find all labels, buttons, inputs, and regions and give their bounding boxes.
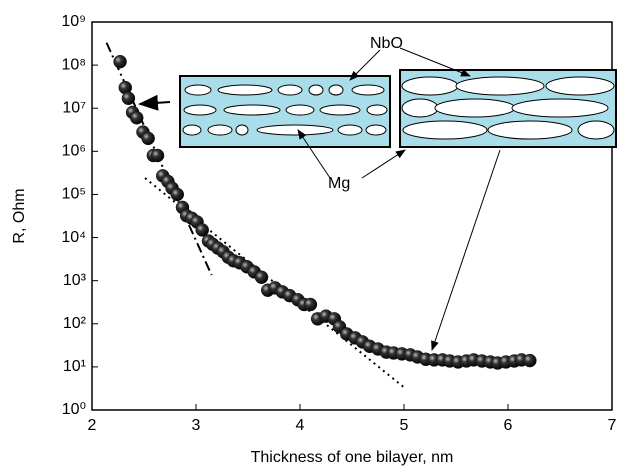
data-point xyxy=(141,131,155,146)
x-tick-label: 2 xyxy=(88,417,97,434)
y-tick-label: 10⁴ xyxy=(61,229,86,246)
data-point xyxy=(113,54,127,69)
x-axis-label: Thickness of one bilayer, nm xyxy=(251,449,454,466)
inset-schematic-1 xyxy=(179,75,391,148)
y-tick-label: 10⁷ xyxy=(62,99,86,116)
x-tick-label: 3 xyxy=(192,417,201,434)
y-tick-label: 10⁸ xyxy=(61,56,86,73)
annotation: NbO xyxy=(370,35,403,52)
y-tick-label: 10⁹ xyxy=(61,13,86,30)
x-tick-label: 5 xyxy=(400,417,409,434)
data-point xyxy=(121,91,136,106)
inset-schematic-2 xyxy=(399,69,617,148)
annotation-arrows xyxy=(138,47,501,351)
y-tick-label: 10³ xyxy=(63,272,87,289)
y-axis-label: R, Ohm xyxy=(11,188,28,243)
x-tick-label: 7 xyxy=(608,417,617,434)
data-point xyxy=(195,223,209,237)
y-tick-label: 10⁶ xyxy=(62,143,86,160)
data-point xyxy=(150,148,165,163)
x-tick-label: 4 xyxy=(296,417,305,434)
data-point xyxy=(170,187,185,202)
data-point xyxy=(129,111,144,125)
y-tick-label: 10² xyxy=(63,315,87,332)
y-tick-label: 10⁰ xyxy=(62,401,86,418)
data-point xyxy=(523,353,537,368)
plot-frame xyxy=(91,21,613,411)
x-tick-label: 6 xyxy=(504,417,513,434)
annotation: Mg xyxy=(328,175,350,192)
data-point xyxy=(254,270,269,285)
data-point xyxy=(303,297,318,312)
y-tick-label: 10⁵ xyxy=(62,186,86,203)
y-tick-label: 10¹ xyxy=(63,358,86,375)
